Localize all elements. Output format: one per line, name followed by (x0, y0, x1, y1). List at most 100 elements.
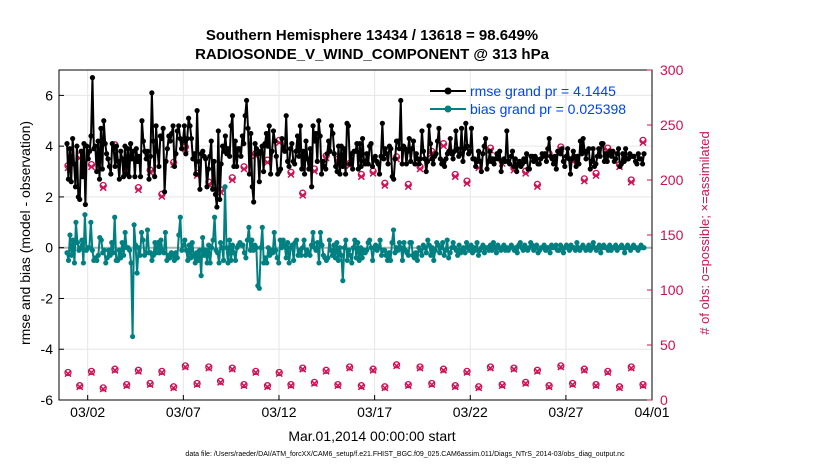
obs-assimilated-marker (381, 384, 389, 392)
rmse-point (183, 151, 189, 157)
y-right-tick-label: 0 (660, 392, 668, 408)
rmse-point (190, 156, 196, 162)
bias-point (341, 245, 347, 251)
rmse-point (82, 201, 88, 208)
rmse-point (258, 148, 264, 154)
rmse-point (283, 113, 289, 119)
bias-point (355, 240, 361, 246)
rmse-point (202, 156, 209, 162)
bias-point (474, 240, 480, 246)
bias-point (68, 252, 75, 258)
obs-assimilated-marker (416, 165, 424, 173)
rmse-point (245, 125, 251, 131)
chart-subtitle: RADIOSONDE_V_WIND_COMPONENT @ 313 hPa (195, 46, 550, 63)
bias-point (240, 242, 246, 248)
obs-assimilated-marker (616, 384, 624, 392)
rmse-point (109, 141, 115, 147)
rmse-point (313, 130, 319, 137)
bias-point (228, 257, 234, 263)
obs-assimilated-marker (510, 365, 518, 373)
rmse-point (269, 148, 275, 154)
rmse-point (126, 174, 132, 180)
bias-point (222, 184, 228, 190)
rmse-point (147, 153, 154, 159)
bias-point (256, 285, 262, 291)
legend-rmse-label: rmse grand pr = 4.1445 (470, 83, 616, 99)
rmse-point (550, 161, 557, 167)
rmse-point (268, 171, 274, 177)
bias-point (440, 240, 446, 246)
rmse-point (78, 148, 84, 154)
bias-point (140, 237, 146, 243)
bias-point (253, 245, 259, 251)
obs-possible-marker (334, 380, 342, 389)
rmse-point (116, 176, 122, 182)
rmse-point (560, 158, 566, 164)
rmse-point (173, 151, 179, 157)
bias-point (210, 237, 216, 243)
bias-point (310, 229, 316, 236)
rmse-point (184, 135, 190, 142)
rmse-point (326, 138, 332, 144)
obs-possible-marker (345, 363, 354, 371)
obs-possible-marker (252, 367, 260, 376)
rmse-point (574, 153, 581, 159)
rmse-point (251, 199, 257, 205)
obs-possible-marker (615, 383, 624, 391)
rmse-point (620, 151, 626, 157)
bias-point (419, 252, 425, 258)
rmse-point (79, 174, 86, 180)
obs-possible-marker (498, 380, 506, 389)
rmse-point (105, 156, 111, 162)
bias-point (319, 242, 325, 248)
bias-point (641, 245, 647, 251)
bias-point (71, 260, 78, 266)
rmse-point (372, 153, 378, 159)
obs-assimilated-marker (475, 384, 483, 392)
legend-rmse-marker (444, 87, 452, 95)
rmse-point (99, 166, 105, 172)
rmse-point (143, 156, 149, 162)
bias-point (414, 257, 420, 263)
bias-point (386, 250, 392, 256)
rmse-point (385, 161, 391, 167)
obs-assimilated-marker (99, 385, 107, 393)
rmse-point (343, 171, 349, 177)
obs-possible-marker (228, 364, 236, 372)
rmse-point (156, 163, 162, 170)
rmse-point (509, 148, 516, 154)
rmse-point (369, 163, 376, 170)
rmse-point (553, 166, 559, 172)
obs-assimilated-marker (592, 382, 600, 390)
rmse-point (357, 141, 363, 147)
rmse-point (228, 123, 234, 129)
bias-point (428, 252, 434, 258)
obs-assimilated-marker (416, 364, 424, 372)
obs-assimilated-marker (639, 139, 647, 147)
obs-possible-marker (158, 367, 166, 376)
rmse-point (181, 123, 187, 129)
obs-possible-marker (510, 364, 518, 372)
bias-point (398, 245, 404, 251)
footer-data-file: data file: /Users/raeder/DAI/ATM_forcXX/… (185, 451, 625, 458)
rmse-point (352, 148, 359, 154)
rmse-point (113, 143, 120, 149)
rmse-point (178, 146, 185, 152)
rmse-point (161, 189, 168, 195)
bias-point (88, 219, 94, 225)
obs-possible-marker (357, 382, 366, 390)
obs-possible-marker (181, 362, 189, 370)
rmse-point (427, 141, 434, 147)
bias-point (446, 255, 452, 261)
rmse-point (292, 161, 298, 167)
obs-possible-marker (310, 378, 319, 387)
bias-point (264, 260, 270, 266)
rmse-point (296, 153, 302, 159)
bias-point (359, 255, 365, 261)
bias-point (79, 237, 85, 243)
rmse-point (457, 151, 463, 157)
rmse-point (590, 146, 596, 152)
bias-point (180, 242, 186, 248)
obs-assimilated-marker (533, 183, 541, 191)
rmse-point (132, 174, 138, 180)
